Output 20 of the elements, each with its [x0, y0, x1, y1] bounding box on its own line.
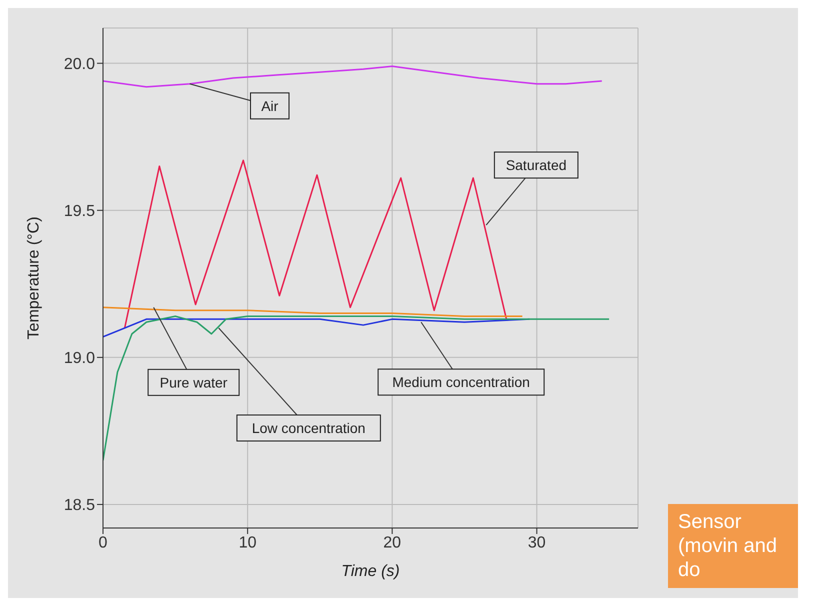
x-axis-title: Time (s) — [341, 563, 400, 580]
annotation: Low concentration — [252, 420, 366, 436]
y-tick-label: 20.0 — [64, 56, 96, 73]
y-tick-label: 19.5 — [64, 203, 96, 220]
annotation: Pure water — [160, 374, 228, 390]
line-series — [103, 65, 603, 88]
x-tick-label: 30 — [528, 534, 546, 552]
x-tick-label: 0 — [98, 534, 108, 552]
text: Sensor (movin and do — [668, 504, 798, 588]
line-series — [103, 315, 610, 462]
line-series — [124, 160, 508, 329]
x-tick-label: 20 — [383, 534, 402, 552]
annotation: Medium concentration — [392, 374, 530, 390]
annotation: Air — [261, 98, 279, 114]
y-axis-title: Temperature (°C) — [26, 216, 43, 340]
y-tick-label: 19.0 — [64, 350, 96, 368]
y-tick-label: 18.5 — [64, 497, 96, 514]
x-tick-label: 10 — [238, 534, 257, 552]
line-series — [103, 306, 524, 317]
annotation: Saturated — [506, 157, 567, 174]
